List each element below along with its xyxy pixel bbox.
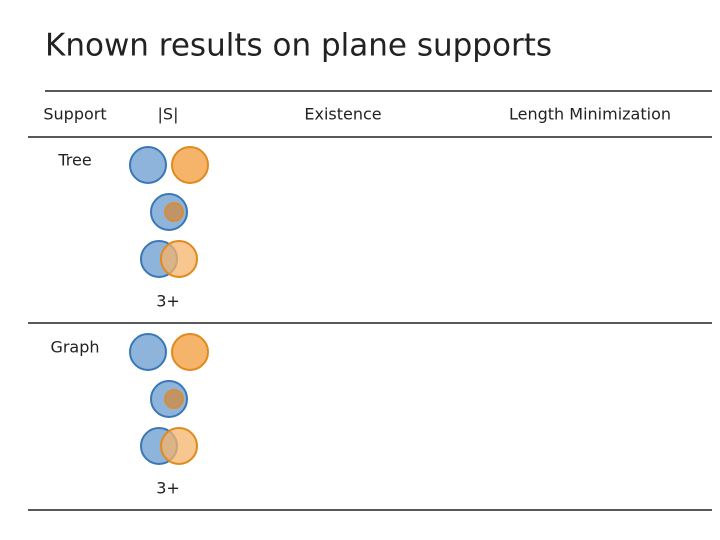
- size-cell: 3+: [156, 479, 180, 498]
- support-cell: Graph: [50, 338, 99, 357]
- set-icon: [171, 146, 209, 184]
- header-cell: Length Minimization: [509, 105, 671, 124]
- set-icon: [164, 389, 184, 409]
- set-icon: [129, 333, 167, 371]
- header-cell: Support: [43, 105, 106, 124]
- set-icon: [129, 146, 167, 184]
- header-cell: |S|: [158, 105, 179, 124]
- support-cell: Tree: [57, 151, 91, 170]
- slide-title: Known results on plane supports: [45, 28, 552, 64]
- table-row: Graph 3+: [50, 333, 209, 498]
- set-icon: [160, 427, 198, 465]
- set-icon: [164, 202, 184, 222]
- table-row: Tree 3+: [57, 146, 209, 311]
- set-icon: [160, 240, 198, 278]
- set-icon: [171, 333, 209, 371]
- header-cell: Existence: [304, 105, 381, 124]
- size-cell: 3+: [156, 292, 180, 311]
